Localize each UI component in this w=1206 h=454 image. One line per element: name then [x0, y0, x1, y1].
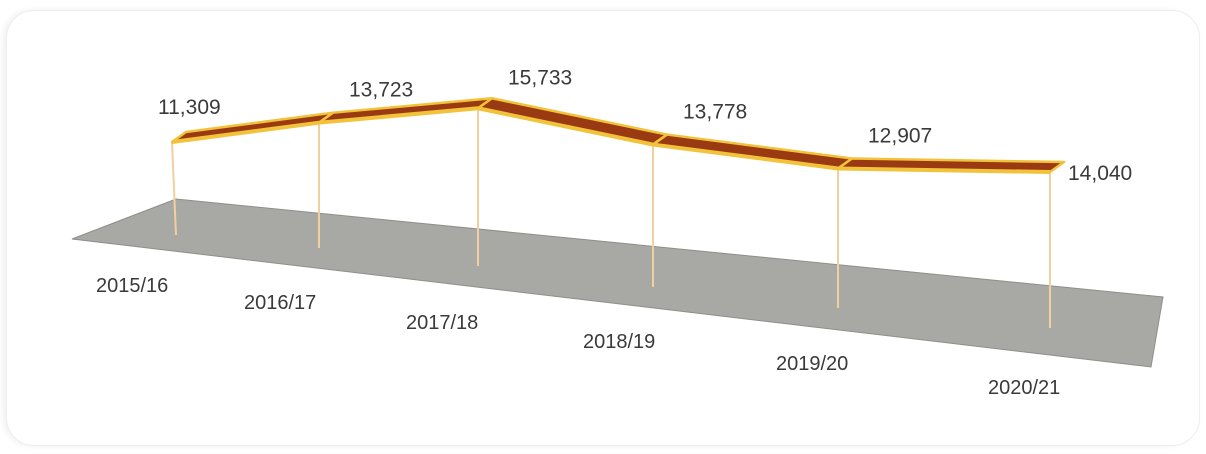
category-label-2019/20: 2019/20: [776, 353, 848, 375]
value-label-2018/19: 13,778: [683, 101, 747, 124]
value-label-2020/21: 14,040: [1068, 162, 1132, 185]
category-label-2020/21: 2020/21: [988, 377, 1060, 399]
category-label-2016/17: 2016/17: [244, 292, 316, 314]
category-label-2017/18: 2017/18: [406, 312, 478, 334]
category-label-2015/16: 2015/16: [96, 275, 168, 297]
value-label-2017/18: 15,733: [508, 66, 572, 89]
category-label-2018/19: 2018/19: [583, 331, 655, 353]
value-label-2015/16: 11,309: [158, 96, 221, 119]
value-label-2016/17: 13,723: [349, 79, 413, 102]
value-label-2019/20: 12,907: [868, 124, 932, 147]
ribbon-segment-2018/19-to-2019/20: [653, 135, 852, 169]
ribbon-segment-2017/18-to-2018/19: [478, 98, 667, 144]
